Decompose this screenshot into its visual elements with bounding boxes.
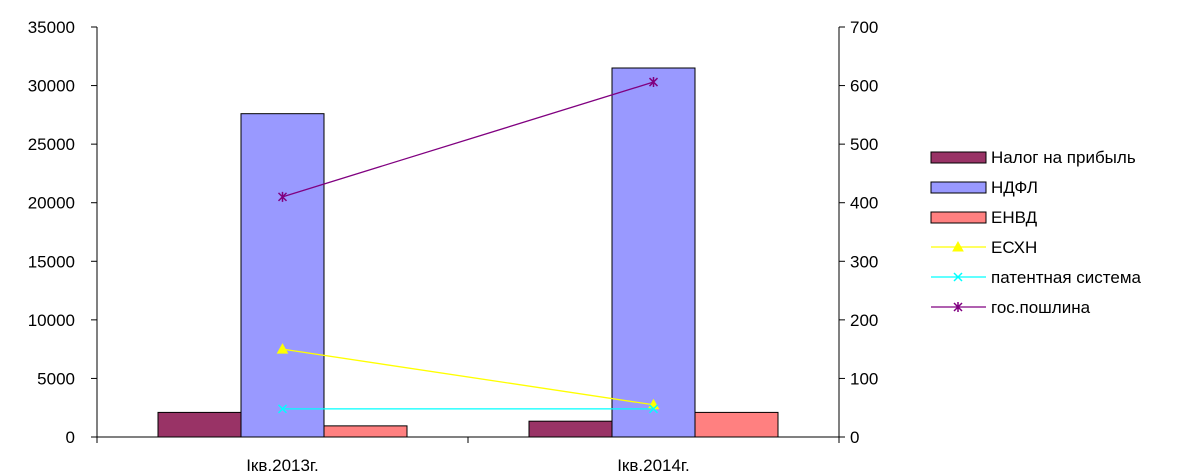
legend-marker-3 — [952, 240, 964, 252]
line-series-2 — [282, 81, 654, 198]
y-right-tick-label-7: 700 — [850, 18, 878, 37]
y-right-tick-label-0: 0 — [850, 428, 859, 447]
y-right-tick-label-1: 100 — [850, 369, 878, 388]
point-1-0 — [277, 404, 288, 414]
y-left-tick-label-1: 5000 — [37, 369, 75, 388]
y-right-tick-label-4: 400 — [850, 194, 878, 213]
bar-0-1 — [528, 420, 613, 438]
y-left-tick-label-2: 10000 — [28, 311, 75, 330]
legend-label-3: ЕСХН — [991, 238, 1037, 257]
point-0-0 — [276, 343, 289, 354]
bar-2-1 — [694, 411, 779, 438]
y-left-tick-label-7: 35000 — [28, 18, 75, 37]
legend-marker-5 — [953, 302, 963, 312]
legend-label-2: ЕНВД — [991, 208, 1038, 227]
bar-1-1 — [611, 67, 696, 438]
bar-2-0 — [323, 425, 408, 438]
y-left-tick-label-3: 15000 — [28, 252, 75, 271]
y-right-tick-label-3: 300 — [850, 252, 878, 271]
y-left-tick-label-6: 30000 — [28, 77, 75, 96]
point-2-0 — [277, 191, 288, 202]
legend-swatch-1 — [930, 181, 987, 194]
legend-swatch-0 — [930, 151, 987, 164]
y-left-tick-label-5: 25000 — [28, 135, 75, 154]
bar-0-0 — [157, 411, 242, 438]
x-tick-label-1: Iкв.2014г. — [617, 456, 690, 475]
y-right-tick-label-6: 600 — [850, 77, 878, 96]
point-1-1 — [648, 404, 659, 414]
legend-label-5: гос.пошлина — [991, 298, 1091, 317]
legend-marker-4 — [953, 272, 963, 282]
x-tick-label-0: Iкв.2013г. — [246, 456, 319, 475]
legend-label-1: НДФЛ — [991, 178, 1038, 197]
legend-label-4: патентная система — [991, 268, 1142, 287]
y-left-tick-label-0: 0 — [66, 428, 75, 447]
y-right-tick-label-5: 500 — [850, 135, 878, 154]
legend-swatch-2 — [930, 211, 987, 224]
y-right-tick-label-2: 200 — [850, 311, 878, 330]
y-left-tick-label-4: 20000 — [28, 194, 75, 213]
line-series-0 — [282, 348, 654, 406]
bar-1-0 — [240, 113, 325, 438]
legend-label-0: Налог на прибыль — [991, 148, 1136, 167]
point-2-1 — [648, 77, 659, 88]
